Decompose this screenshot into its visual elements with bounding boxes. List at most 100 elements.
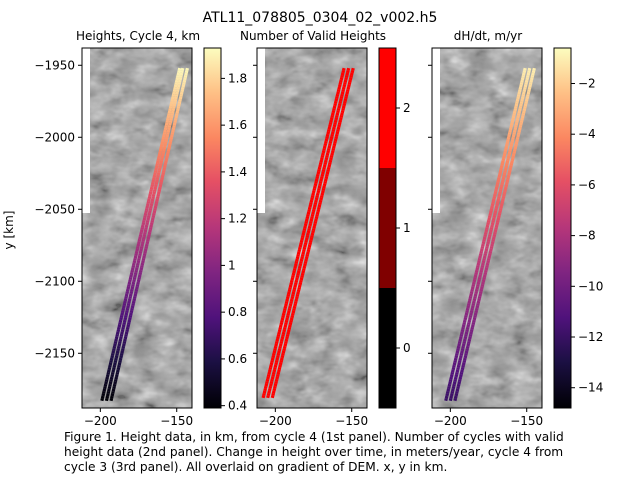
panel-valid-count-title: Number of Valid Heights — [240, 29, 386, 43]
track-2-segment — [480, 286, 484, 290]
y-tick-label: −2100 — [34, 274, 75, 288]
track-0-segment — [146, 200, 151, 204]
track-1-segment — [269, 383, 273, 387]
track-2-segment — [460, 369, 464, 373]
track-0-segment — [144, 207, 149, 212]
track-2-segment — [472, 317, 477, 321]
track-2-segment — [113, 379, 118, 383]
track-2-segment — [288, 324, 292, 328]
track-2-segment — [492, 234, 497, 238]
track-2-segment — [124, 333, 128, 338]
track-2-segment — [456, 383, 461, 387]
track-0-segment — [176, 72, 181, 76]
track-2-segment — [154, 200, 159, 204]
track-0-segment — [163, 127, 168, 131]
track-2-segment — [150, 217, 155, 221]
track-1-segment — [345, 72, 350, 76]
track-1-segment — [476, 284, 480, 288]
track-2-segment — [476, 303, 480, 307]
track-1-segment — [128, 293, 133, 297]
track-0-segment — [499, 165, 504, 169]
track-2-segment — [325, 171, 330, 175]
x-tick-label: −200 — [84, 414, 117, 428]
track-0-segment — [296, 251, 301, 255]
track-2-segment — [503, 188, 507, 193]
track-1-segment — [121, 324, 126, 328]
track-2-segment — [128, 317, 132, 321]
track-2-segment — [294, 298, 299, 302]
track-2-segment — [275, 376, 280, 380]
track-0-segment — [128, 276, 133, 280]
track-2-segment — [147, 231, 152, 235]
track-1-segment — [109, 379, 113, 383]
track-2-segment — [157, 188, 162, 193]
track-0-segment — [504, 143, 509, 147]
track-1-segment — [111, 367, 116, 371]
track-2-segment — [466, 341, 471, 345]
track-0-segment — [174, 79, 179, 83]
track-2-segment — [144, 246, 149, 250]
track-2-segment — [315, 211, 320, 215]
track-2-segment — [149, 224, 153, 228]
track-0-segment — [513, 108, 518, 112]
track-2-segment — [513, 146, 518, 150]
track-1-segment — [301, 249, 306, 253]
track-1-segment — [504, 162, 509, 166]
track-2-segment — [511, 153, 516, 157]
track-0-segment — [316, 171, 321, 175]
track-0-segment — [273, 348, 277, 352]
track-2-segment — [506, 174, 511, 178]
track-1-segment — [521, 91, 526, 95]
track-1-segment — [123, 314, 128, 318]
track-2-segment — [511, 155, 515, 159]
track-2-segment — [134, 291, 138, 295]
track-1-segment — [328, 140, 333, 144]
track-0-segment — [165, 120, 170, 124]
track-1-segment — [304, 239, 308, 243]
panel-dhdt-title: dH/dt, m/yr — [454, 29, 522, 43]
track-0-segment — [469, 293, 473, 297]
track-1-segment — [332, 126, 336, 130]
track-1-segment — [452, 381, 457, 385]
colorbar-gradient — [204, 48, 221, 408]
track-0-segment — [518, 86, 523, 90]
track-2-segment — [127, 319, 132, 323]
x-tick-label: −200 — [259, 414, 292, 428]
track-1-segment — [453, 376, 458, 380]
track-2-segment — [128, 314, 133, 318]
track-0-segment — [153, 172, 157, 176]
track-1-segment — [277, 348, 282, 352]
track-0-segment — [471, 281, 476, 285]
track-1-segment — [149, 203, 154, 207]
track-0-segment — [263, 388, 267, 392]
track-2-segment — [346, 86, 351, 90]
track-2-segment — [137, 274, 142, 278]
track-1-segment — [158, 165, 163, 169]
track-2-segment — [465, 348, 469, 352]
track-1-segment — [160, 155, 165, 159]
track-1-segment — [339, 98, 343, 102]
track-1-segment — [111, 369, 116, 373]
track-2-segment — [344, 93, 349, 97]
track-2-segment — [505, 179, 510, 183]
track-2-segment — [131, 300, 136, 304]
track-0-segment — [334, 98, 339, 102]
track-1-segment — [177, 82, 182, 86]
track-1-segment — [477, 276, 482, 280]
track-0-segment — [168, 105, 173, 109]
track-2-segment — [120, 348, 125, 352]
track-0-segment — [314, 178, 319, 182]
track-1-segment — [131, 281, 136, 285]
track-0-segment — [174, 82, 178, 86]
track-2-segment — [320, 192, 325, 196]
track-0-segment — [505, 141, 510, 145]
track-1-segment — [281, 331, 286, 335]
track-0-segment — [516, 96, 520, 100]
track-2-segment — [509, 162, 514, 166]
track-1-segment — [151, 196, 155, 200]
track-0-segment — [485, 224, 490, 228]
track-0-segment — [276, 336, 280, 340]
colorbar-tick-label: 1.6 — [228, 118, 247, 132]
track-0-segment — [315, 173, 320, 177]
track-2-segment — [312, 223, 317, 227]
